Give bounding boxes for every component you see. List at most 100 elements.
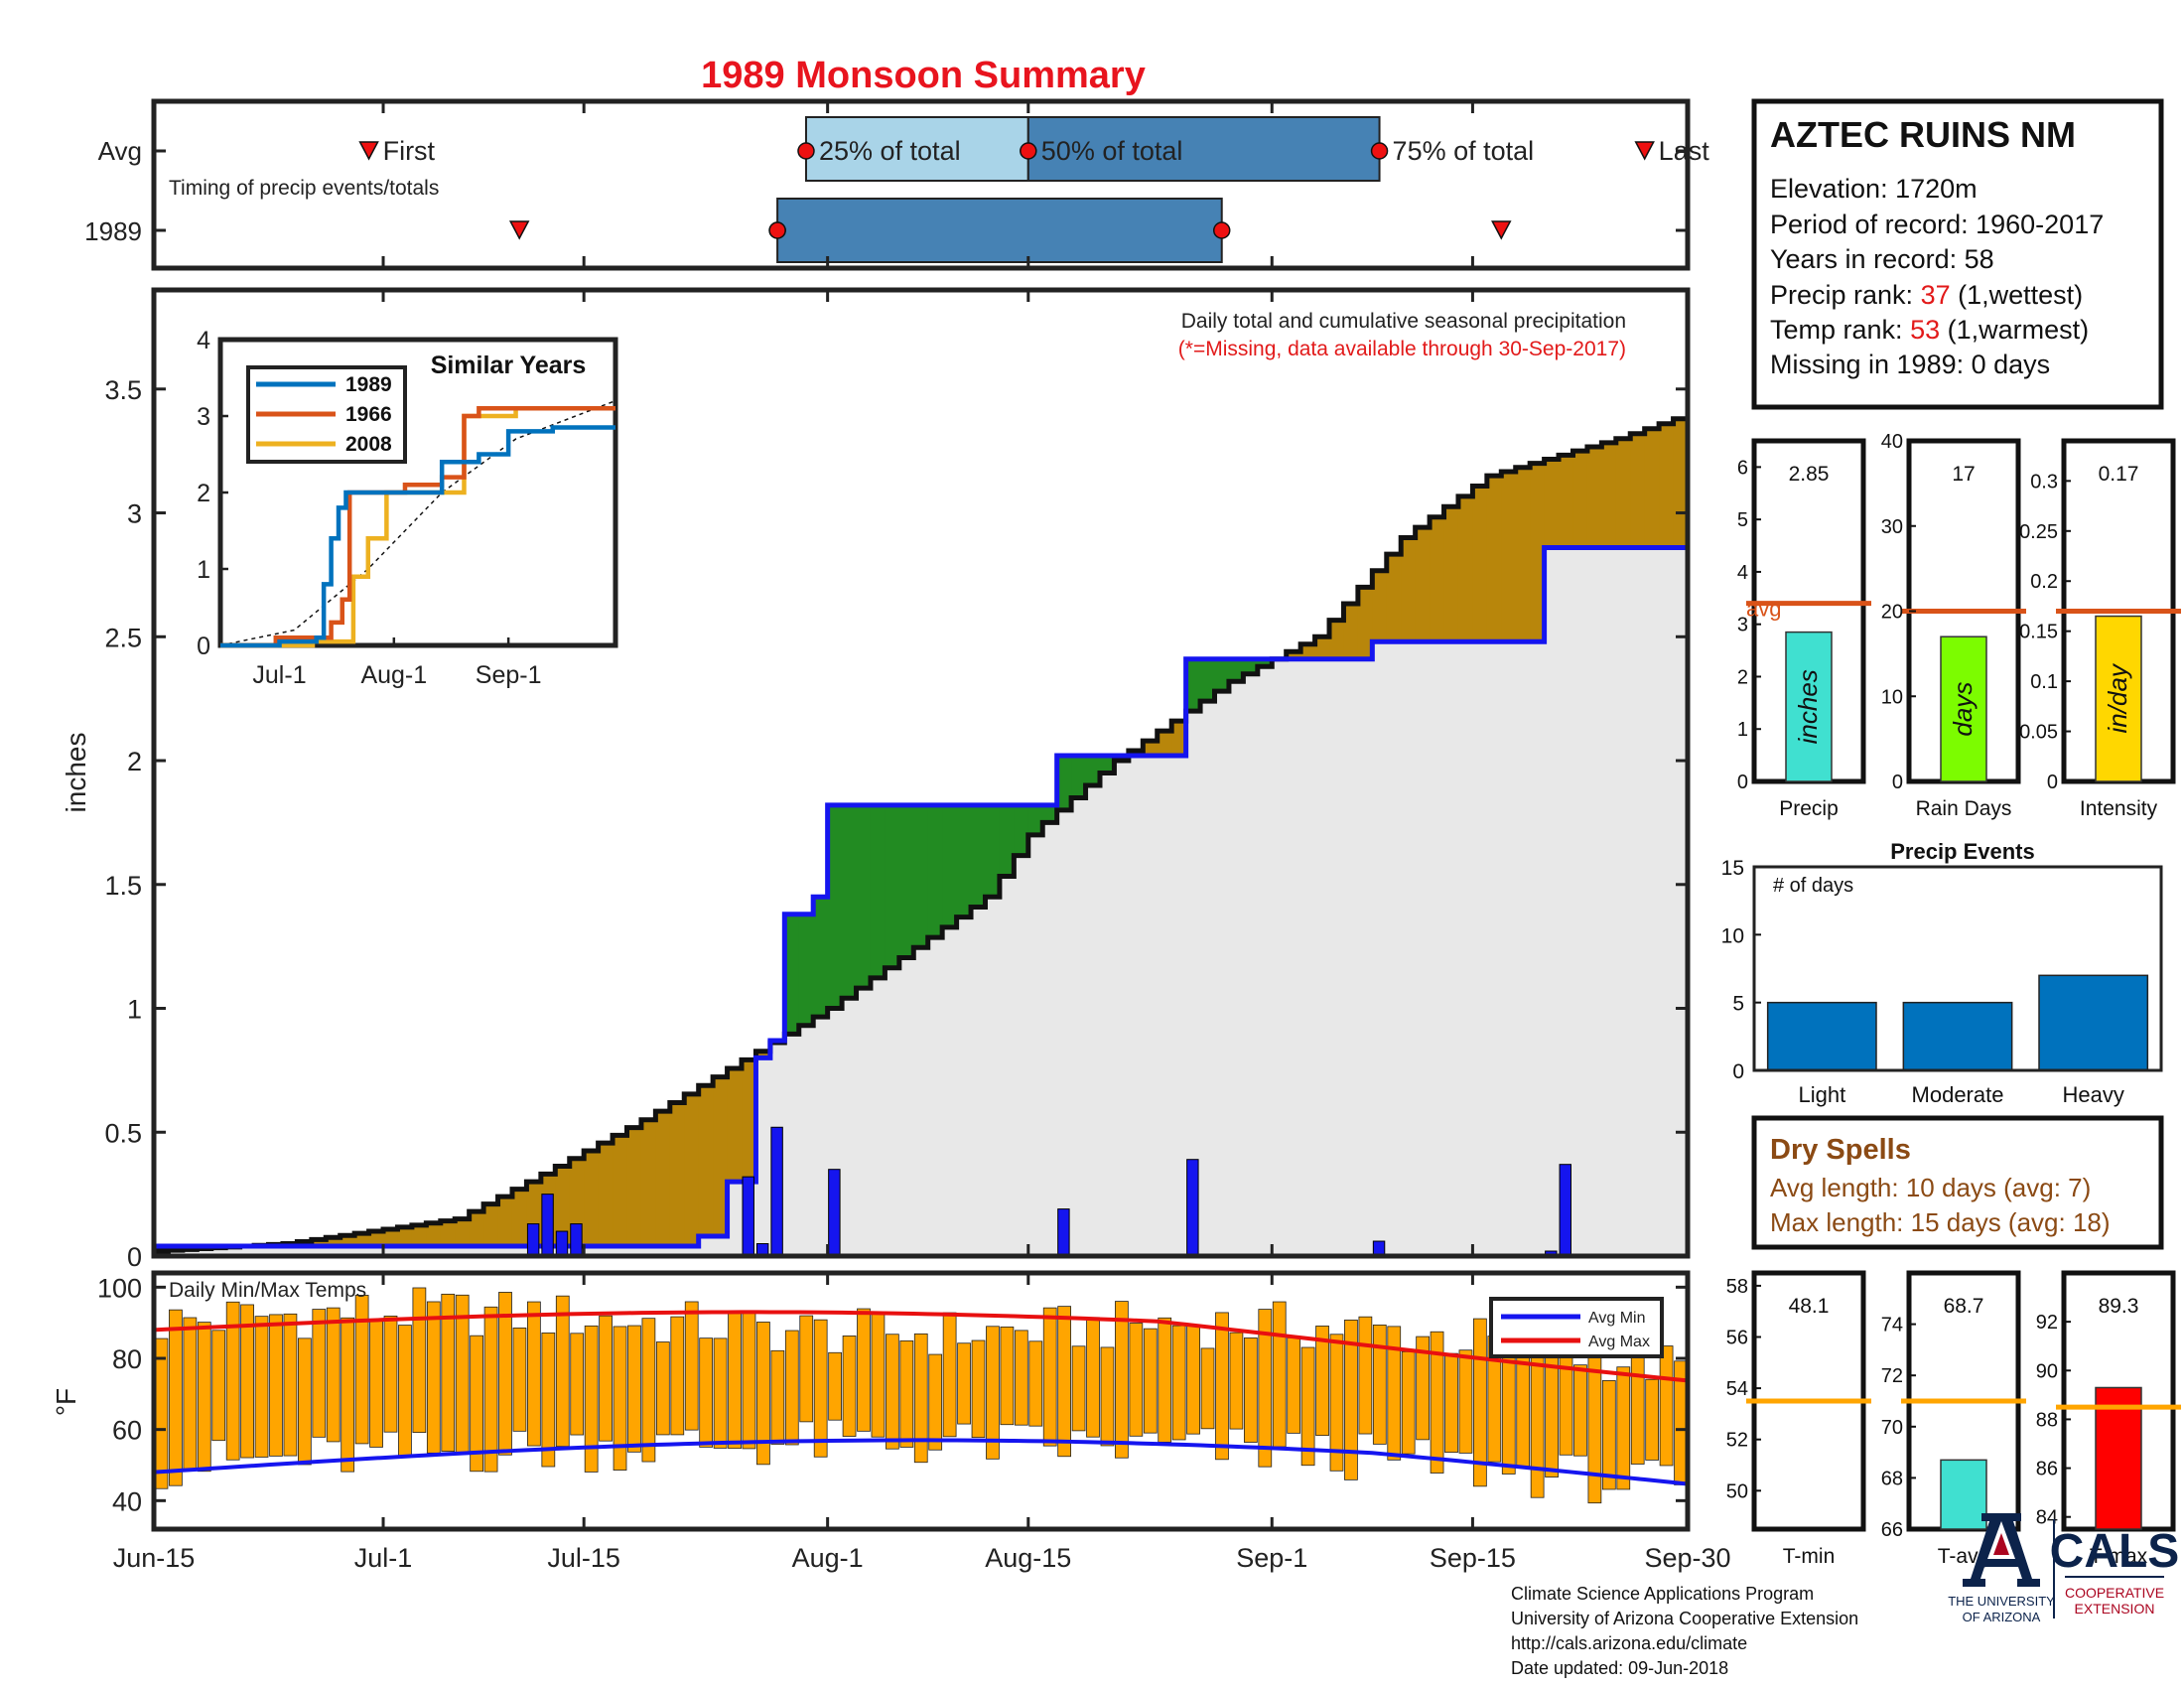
ua-name-line-2: OF ARIZONA [1963,1610,2041,1624]
common-area-day [1185,711,1201,1256]
q75-label: 75% of total [1393,136,1535,166]
above-1989-area-day [598,1143,614,1247]
below-avg-area-day [985,804,1001,898]
daily-temp-bar [913,1333,928,1464]
daily-temp-bar [369,1320,383,1448]
above-1989-area-day [584,1150,600,1247]
daily-temp-bar [1171,1325,1186,1441]
common-area-day [598,1246,614,1256]
common-area-day [1085,784,1101,1256]
below-avg-area-day [1042,804,1058,823]
station-period: Period of record: 1960-2017 [1770,210,2104,239]
daily-temp-bar [1372,1324,1387,1445]
daily-temp-bar [1200,1347,1215,1430]
common-area-day [584,1246,600,1256]
above-1989-area-day [1659,423,1675,548]
above-1989-area-day [1314,636,1330,659]
common-area-day [626,1246,642,1256]
daily-temp-bar [1258,1309,1273,1468]
station-elevation: Elevation: 1720m [1770,174,1978,204]
summary-ytick-label: 0.3 [2030,471,2058,492]
main-ytick-label: 2.5 [104,623,142,652]
legend-avg-min: Avg Min [1588,1310,1646,1327]
daily-temp-bar [1645,1378,1660,1461]
above-1989-area-day [383,1228,399,1247]
main-note: Daily total and cumulative seasonal prec… [1181,310,1626,333]
common-area-day [182,1249,198,1256]
above-1989-area-day [455,1218,471,1247]
timing-caption: Timing of precip events/totals [169,177,439,200]
common-area-day [397,1246,413,1256]
common-area-day [297,1246,313,1256]
summary-ytick-label: 0 [2047,772,2058,793]
temp-summary-value: 89.3 [2099,1295,2139,1318]
daily-temp-bar [512,1327,527,1432]
xtick-label: Jul-1 [354,1543,413,1573]
xtick-label: Sep-1 [1236,1543,1307,1573]
footer-credits: Climate Science Applications Program Uni… [1511,1584,1858,1678]
common-area-day [1128,756,1144,1256]
common-area-day [1572,547,1588,1256]
common-area-day [1401,641,1417,1256]
main-ylabel: inches [61,733,91,813]
daily-temp-bar [1129,1323,1144,1437]
daily-temp-bar [1000,1326,1015,1426]
similar-ytick-label: 4 [197,327,210,354]
daily-temp-bar [555,1295,570,1448]
xtick-label: Sep-30 [1644,1543,1730,1573]
year-q75-marker [1212,221,1231,239]
temp-summary-ytick-label: 88 [2036,1409,2058,1431]
common-area-day [999,876,1015,1256]
daily-temp-bar [1028,1340,1043,1427]
daily-temp-bar [1401,1350,1416,1455]
main-ytick-label: 0 [127,1242,142,1272]
events-title: Precip Events [1890,839,2035,864]
above-1989-area-day [411,1224,427,1247]
temp-summary-bar [1940,1459,1987,1530]
xtick-label: Jul-15 [547,1543,620,1573]
daily-temp-bar [1100,1346,1115,1447]
above-1989-area-day [669,1102,685,1247]
above-1989-area-day [1501,471,1517,642]
above-1989-area-day [326,1237,341,1247]
daily-temp-bar [1573,1364,1587,1457]
daily-temp-bar [269,1314,283,1457]
common-area-day [655,1246,671,1256]
below-avg-area-day [870,804,887,978]
common-area-day [1243,673,1259,1256]
common-area-day [239,1246,255,1256]
common-area-day [985,897,1001,1256]
below-avg-area-day [942,804,958,927]
summary-ytick-label: 40 [1881,431,1903,453]
above-1989-area-day [640,1119,656,1247]
above-1989-area-day [713,1076,729,1237]
common-area-day [1329,658,1345,1256]
similar-legend: 1989 1966 2008 [246,365,407,464]
daily-temp-bar [842,1336,857,1437]
daily-temp-bar [1416,1336,1430,1441]
avg-q50-marker [1020,142,1037,160]
daily-precip-bar [526,1223,540,1257]
below-avg-area-day [1200,658,1216,702]
summary-panel-label: Rain Days [1916,797,2012,820]
similar-ytick-label: 0 [197,633,210,660]
avg-q75-marker [1370,142,1389,160]
daily-temp-bar [383,1316,398,1433]
similar-series-line [220,425,615,648]
daily-temp-bar [254,1316,269,1458]
temp-summary-ytick-label: 52 [1726,1430,1748,1452]
footer-line-1: Climate Science Applications Program [1511,1584,1814,1604]
daily-temp-bar [1115,1301,1129,1459]
below-avg-area-day [885,804,900,968]
summary-bar-unit: inches [1793,669,1823,744]
above-1989-area-day [1300,643,1316,659]
above-1989-area-day [1586,447,1602,548]
daily-temp-bar [483,1306,498,1473]
common-area-day [842,998,858,1256]
dry-spells-box: Dry Spells Avg length: 10 days (avg: 7) … [1751,1115,2164,1250]
daily-temp-bar [197,1322,211,1473]
daily-temp-bar [1616,1366,1631,1490]
daily-temp-bar [312,1309,327,1438]
common-area-day [784,1034,800,1256]
